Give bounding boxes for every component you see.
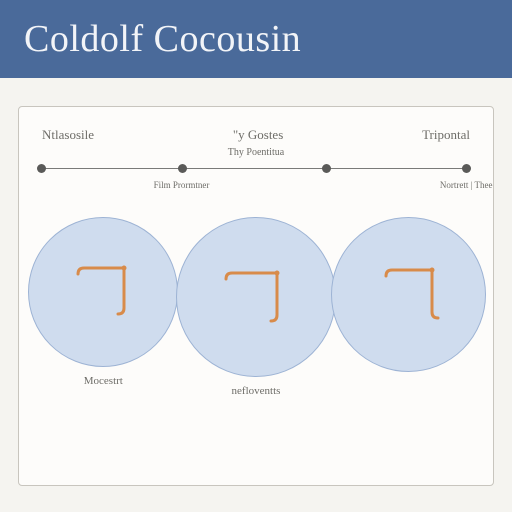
circle-caption: nefloventts [232,385,281,397]
page-title: Coldolf Cocousin [24,17,301,61]
circle-shape [331,217,486,372]
circle-item [333,217,484,380]
circle-item: Mocestrt [28,217,179,387]
circles-row: Mocestrt nefloventts [27,217,485,397]
timeline-axis: Film PrormtnerNortrett | Thee [37,158,475,188]
axis-sublabel: Nortrett | Thee [440,180,493,190]
axis-dot [178,164,187,173]
axis-dot [37,164,46,173]
timeline-label: Tripontal [422,127,470,143]
timeline-subtitle: Thy Poentitua [37,147,475,158]
timeline-label: "y Gostes [233,127,283,143]
timeline-top-labels: Ntlasosile "y Gostes Tripontal [37,127,475,149]
circle-item: nefloventts [180,217,331,397]
circle-caption: Mocestrt [84,375,123,387]
hook-icon [29,218,179,368]
timeline-label: Ntlasosile [42,127,94,143]
axis-line [42,168,470,169]
axis-sublabel: Film Prormtner [154,180,210,190]
content-panel: Ntlasosile "y Gostes Tripontal Thy Poent… [18,106,494,486]
axis-dot [462,164,471,173]
page-header: Coldolf Cocousin [0,0,512,78]
axis-dot [322,164,331,173]
timeline: Ntlasosile "y Gostes Tripontal Thy Poent… [37,127,475,197]
hook-icon [177,218,337,378]
hook-icon [332,218,487,373]
circle-shape [28,217,178,367]
circle-shape [176,217,336,377]
